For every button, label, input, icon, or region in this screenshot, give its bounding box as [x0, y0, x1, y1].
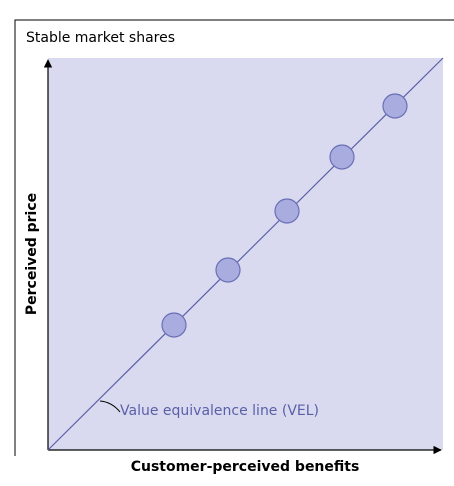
line-label: Value equivalence line (VEL) [120, 403, 319, 419]
y-axis-label: Perceived price [24, 193, 40, 315]
competitor-dot [161, 312, 187, 338]
competitor-dot [329, 144, 355, 170]
x-axis-label: Customer-perceived benefits [131, 459, 360, 475]
competitor-dot [215, 257, 241, 283]
competitor-dot [274, 198, 300, 224]
value-equivalence-line [47, 57, 444, 451]
leader-line [99, 400, 121, 413]
frame [14, 19, 454, 456]
competitor-dot [382, 93, 408, 119]
title: Stable market shares [26, 30, 175, 46]
